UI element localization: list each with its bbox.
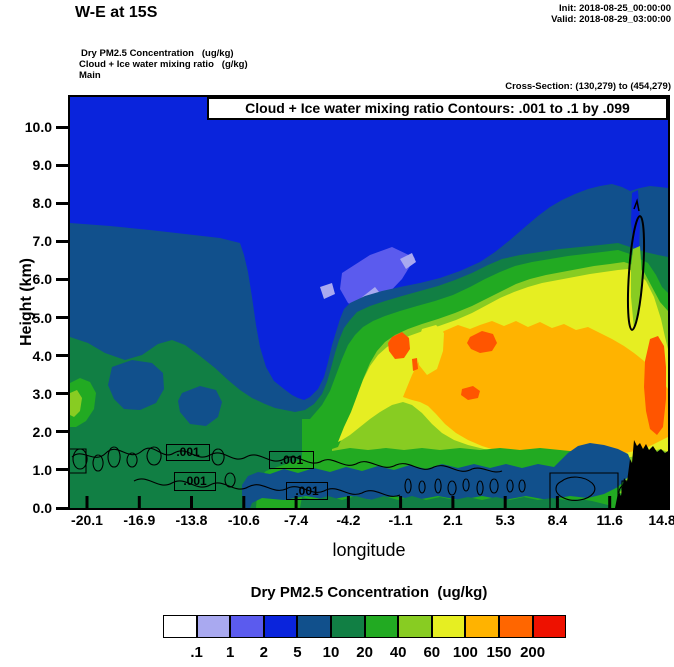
cloud-contour-label: .001 bbox=[286, 482, 328, 500]
colorbar-cell bbox=[297, 615, 331, 638]
pm-max-spot bbox=[388, 332, 410, 359]
colorbar-boundary-label: 150 bbox=[486, 644, 512, 661]
colorbar-cell bbox=[263, 615, 298, 638]
colorbar-boundary-label: .1 bbox=[190, 644, 203, 661]
fill-field-label: Dry PM2.5 Concentration (ug/kg) bbox=[81, 48, 234, 59]
cross-section-plot: Cloud + Ice water mixing ratio Contours:… bbox=[68, 95, 670, 510]
cloud-contour-label: .001 bbox=[174, 472, 216, 491]
pm-max-spot bbox=[467, 331, 497, 353]
colorbar-cell bbox=[532, 615, 567, 638]
x-tick-label: -4.2 bbox=[336, 512, 361, 528]
y-tick-label: 6.0 bbox=[32, 271, 52, 288]
y-tick-mark bbox=[56, 239, 68, 243]
x-tick-label: 2.1 bbox=[443, 512, 463, 528]
colorbar-title: Dry PM2.5 Concentration (ug/kg) bbox=[250, 584, 488, 601]
cloud-contour-label: .001 bbox=[269, 451, 314, 469]
y-tick-label: 5.0 bbox=[32, 309, 52, 326]
colorbar-cell bbox=[230, 615, 264, 638]
x-tick-label: -10.6 bbox=[227, 512, 260, 528]
y-tick-mark bbox=[56, 468, 68, 472]
x-tick-label: -16.9 bbox=[123, 512, 156, 528]
y-tick-label: 9.0 bbox=[32, 157, 52, 174]
colorbar-boundary-label: 20 bbox=[356, 644, 373, 661]
x-tick-label: 8.4 bbox=[547, 512, 568, 528]
x-tick-label: -1.1 bbox=[388, 512, 413, 528]
x-tick-label: -13.8 bbox=[175, 512, 208, 528]
cloud-contour-ellipse bbox=[626, 215, 646, 331]
y-tick-mark bbox=[56, 316, 68, 319]
terrain-silhouette bbox=[615, 440, 668, 508]
pm-max-streak bbox=[644, 336, 666, 435]
x-tick-label: 5.3 bbox=[495, 512, 515, 528]
violet-patch bbox=[340, 247, 415, 311]
init-time-label: Init: 2018-08-25_00:00:00 bbox=[559, 3, 671, 14]
y-tick-label: 1.0 bbox=[32, 461, 52, 478]
y-tick-mark bbox=[56, 354, 68, 358]
y-tick-label: 0.0 bbox=[32, 500, 52, 516]
contour-info-banner: Cloud + Ice water mixing ratio Contours:… bbox=[207, 97, 668, 120]
colorbar-boundary-label: 100 bbox=[452, 644, 478, 661]
colorbar-boundary-label: 40 bbox=[389, 644, 407, 661]
y-tick-mark bbox=[56, 163, 68, 167]
y-tick-mark bbox=[56, 392, 68, 396]
y-tick-mark bbox=[56, 125, 68, 129]
colorbar-cell bbox=[431, 615, 466, 638]
y-tick-label: 8.0 bbox=[32, 195, 52, 212]
y-tick-mark bbox=[56, 430, 68, 434]
domain-label: Main bbox=[79, 70, 101, 81]
colorbar-cell bbox=[364, 615, 399, 638]
cloud-contour-label: .001 bbox=[166, 444, 210, 461]
y-tick-label: 10.0 bbox=[24, 119, 52, 135]
orange-core bbox=[403, 321, 668, 457]
x-tick-marks bbox=[85, 496, 664, 508]
x-tick-label: -7.4 bbox=[284, 512, 309, 528]
contour-field-label: Cloud + Ice water mixing ratio (g/kg) bbox=[79, 59, 248, 70]
y-tick-label: 3.0 bbox=[32, 385, 52, 402]
page-title: W-E at 15S bbox=[75, 4, 158, 21]
colorbar-boundary-label: 200 bbox=[520, 644, 546, 661]
y-tick-mark bbox=[56, 201, 68, 205]
x-tick-label: -20.1 bbox=[71, 512, 103, 528]
x-tick-label: 14.8 bbox=[648, 512, 674, 528]
colorbar-cell bbox=[398, 615, 432, 638]
colorbar-cell bbox=[499, 615, 533, 638]
y-axis-title: Height (km) bbox=[18, 258, 35, 346]
y-tick-mark bbox=[56, 506, 68, 510]
x-tick-label: 11.6 bbox=[596, 512, 623, 528]
valid-time-label: Valid: 2018-08-29_03:00:00 bbox=[551, 14, 671, 25]
y-tick-mark bbox=[56, 277, 68, 281]
colorbar-cell bbox=[331, 615, 365, 638]
colorbar-boundary-label: 2 bbox=[259, 644, 268, 661]
filled-contour-field bbox=[70, 97, 668, 508]
y-tick-label: 2.0 bbox=[32, 423, 52, 440]
y-tick-label: 7.0 bbox=[32, 233, 52, 250]
x-axis-title: longitude bbox=[332, 540, 406, 560]
cloud-contour-lines bbox=[70, 446, 653, 508]
cross-section-label: Cross-Section: (130,279) to (454,279) bbox=[505, 81, 671, 92]
colorbar-cell bbox=[196, 615, 231, 638]
colorbar-cell bbox=[465, 615, 499, 638]
colorbar-boundary-label: 1 bbox=[226, 644, 235, 661]
y-tick-label: 4.0 bbox=[32, 347, 52, 364]
boundary-layer-band bbox=[242, 443, 632, 508]
colorbar-boundary-label: 60 bbox=[423, 644, 441, 661]
colorbar-cell bbox=[163, 615, 197, 638]
colorbar-boundary-label: 10 bbox=[322, 644, 340, 661]
colorbar-boundary-label: 5 bbox=[293, 644, 302, 661]
